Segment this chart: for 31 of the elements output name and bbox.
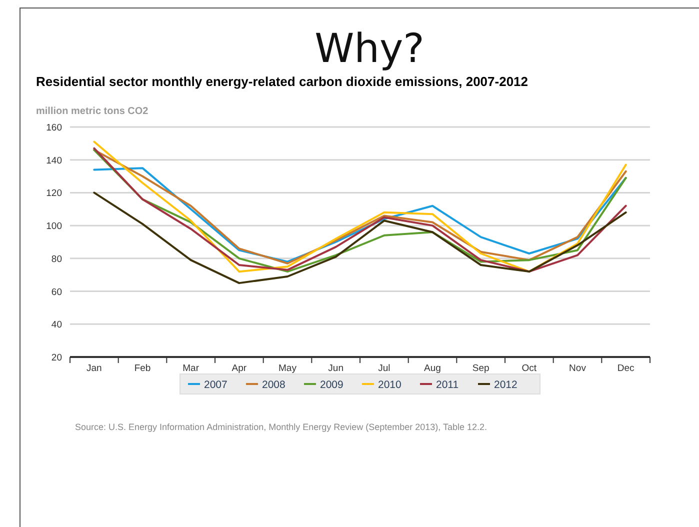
- x-tick-label: Oct: [522, 363, 537, 374]
- x-tick-label: Nov: [569, 363, 586, 374]
- chart-subtitle: Residential sector monthly energy-related carbon dioxide emissions, 2007-2012: [36, 74, 528, 89]
- x-tick-label: Jun: [328, 363, 344, 374]
- y-tick-label: 60: [51, 286, 62, 298]
- legend-label: 2012: [494, 379, 518, 391]
- chart-title: Why?: [314, 26, 424, 72]
- y-tick-label: 120: [46, 188, 62, 200]
- x-tick-label: Feb: [134, 363, 151, 374]
- legend-label: 2010: [378, 379, 402, 391]
- y-axis-title: million metric tons CO2: [36, 106, 149, 117]
- x-tick-label: Dec: [617, 363, 635, 374]
- y-tick-label: 100: [46, 221, 62, 232]
- x-tick-label: Sep: [472, 363, 490, 374]
- y-tick-label: 40: [51, 320, 62, 331]
- legend-label: 2007: [204, 379, 228, 391]
- x-tick-label: Jul: [378, 363, 390, 374]
- line-series: [93, 192, 627, 284]
- x-tick-label: May: [278, 363, 297, 374]
- x-tick-label: Apr: [232, 363, 247, 374]
- x-tick-label: Aug: [424, 363, 441, 374]
- y-tick-label: 20: [51, 352, 62, 364]
- legend-label: 2009: [320, 379, 344, 391]
- source-note: Source: U.S. Energy Information Administration, Monthly Energy Review (September 2013), Table 12.2.: [75, 422, 488, 432]
- x-tick-label: Jan: [86, 363, 102, 374]
- y-tick-label: 80: [51, 254, 62, 265]
- x-tick-label: Mar: [182, 363, 200, 374]
- legend-label: 2011: [436, 379, 459, 391]
- legend-label: 2008: [262, 379, 286, 391]
- y-tick-label: 140: [46, 155, 62, 166]
- y-tick-label: 160: [46, 122, 62, 134]
